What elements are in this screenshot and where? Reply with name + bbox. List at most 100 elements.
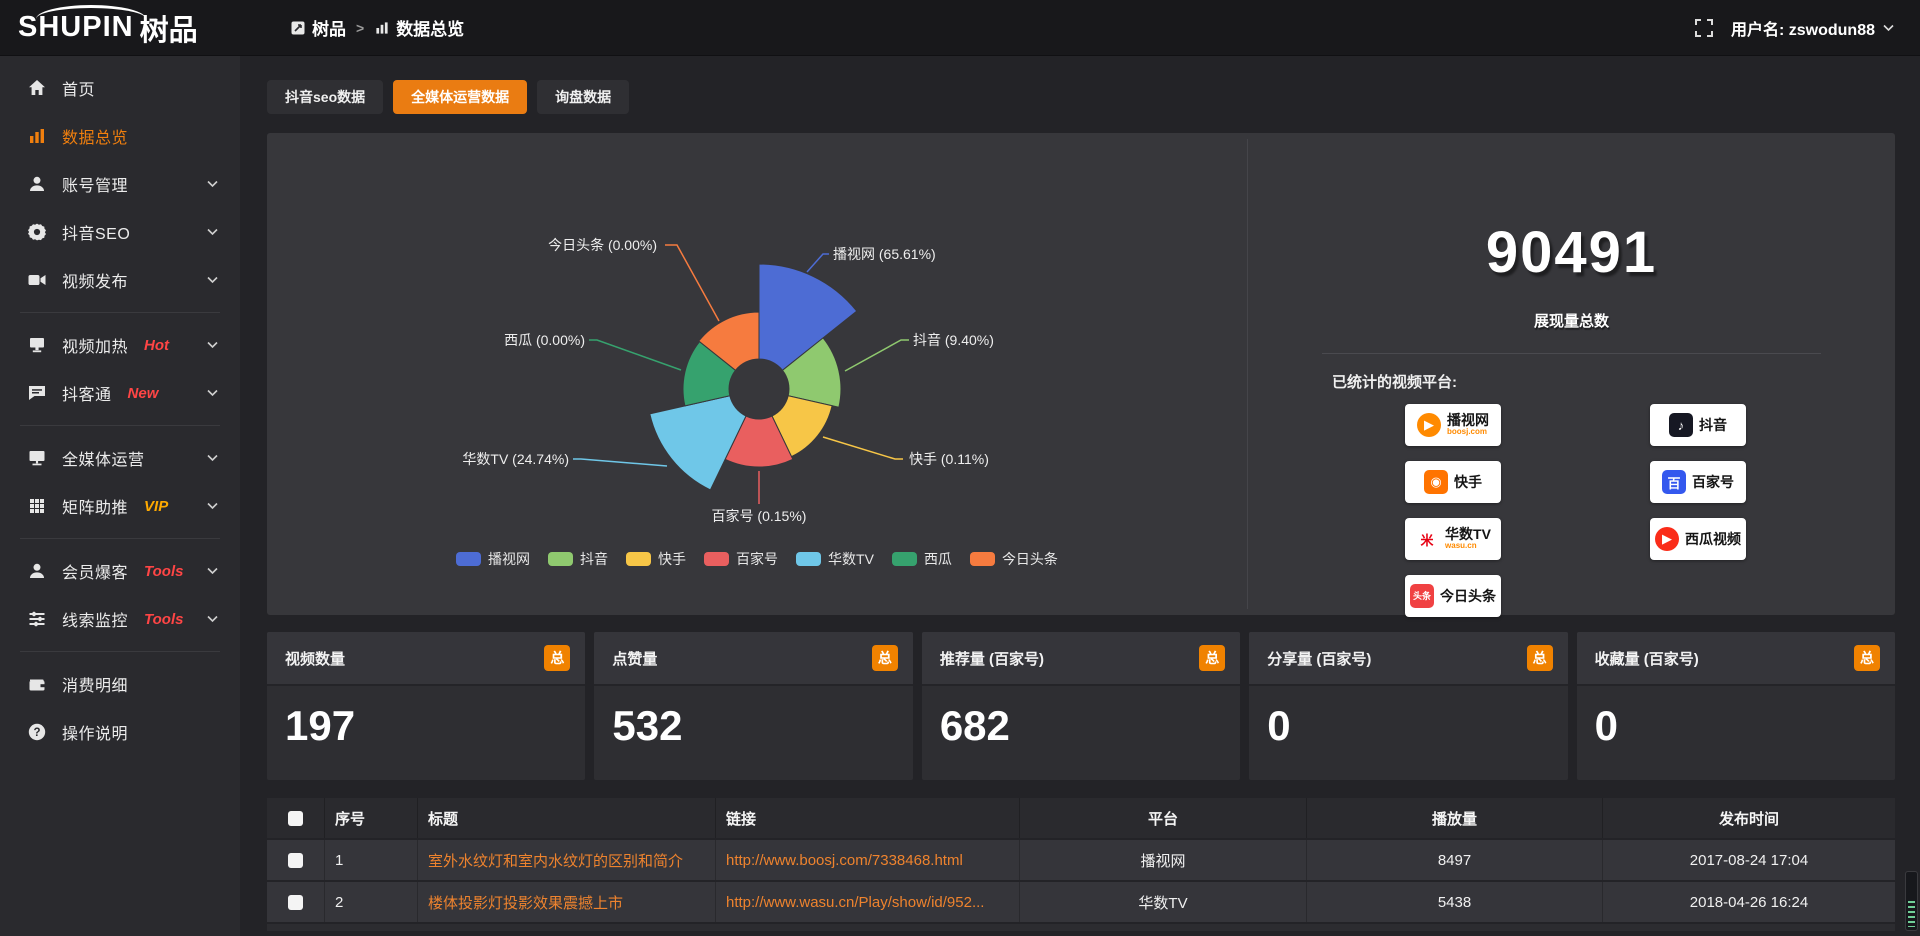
pie-slice-label: 百家号 (0.15%) xyxy=(712,508,807,524)
platform-sub-text: wasu.cn xyxy=(1445,541,1477,551)
legend-item-西瓜[interactable]: 西瓜 xyxy=(891,549,952,569)
sidebar-item-label: 会员爆客 xyxy=(62,565,129,582)
pie-slice-华数TV[interactable] xyxy=(649,395,747,491)
stat-card-点赞量: 点赞量 总 532 xyxy=(594,632,913,780)
tab-抖音seo数据[interactable]: 抖音seo数据 xyxy=(267,80,384,114)
user-menu[interactable]: 用户名: zswodun88 xyxy=(1731,16,1894,40)
gear-icon xyxy=(28,223,46,241)
legend-label: 今日头条 xyxy=(1001,551,1058,567)
row-checkbox[interactable] xyxy=(288,894,303,910)
sidebar-divider xyxy=(20,312,220,313)
pie-slice-label: 抖音 (9.40%) xyxy=(913,332,994,348)
row-checkbox[interactable] xyxy=(288,852,303,868)
stat-card-value: 532 xyxy=(612,702,683,749)
platforms-title: 已统计的视频平台: xyxy=(1332,374,1457,391)
sidebar-item-线索监控[interactable]: 线索监控 Tools xyxy=(0,595,240,643)
chevron-down-icon xyxy=(207,454,218,462)
platform-badge-快手: ◉ 快手 xyxy=(1405,461,1501,503)
cell-time: 2017-08-24 17:04 xyxy=(1602,840,1895,880)
stat-card-header: 分享量 (百家号) 总 xyxy=(1249,632,1568,686)
sidebar-item-矩阵助推[interactable]: 矩阵助推 VIP xyxy=(0,482,240,530)
video-url-link[interactable]: http://www.boosj.com/7338468.html xyxy=(726,851,963,869)
scrollbar[interactable] xyxy=(1905,871,1918,931)
pie-slice-抖音[interactable] xyxy=(781,337,842,408)
video-url-link[interactable]: http://www.wasu.cn/Play/show/id/952... xyxy=(726,893,985,911)
sidebar-item-label: 全媒体运营 xyxy=(62,452,145,469)
stat-card-label: 视频数量 xyxy=(285,650,346,668)
platform-name: 西瓜视频 xyxy=(1685,530,1741,547)
tab-全媒体运营数据[interactable]: 全媒体运营数据 xyxy=(393,80,528,114)
pie-slice-今日头条[interactable] xyxy=(698,311,760,372)
pie-slice-label: 西瓜 (0.00%) xyxy=(504,332,585,348)
total-badge: 总 xyxy=(1199,645,1226,671)
platform-badges: ▶ 播视网 boosj.com ◉ 快手米华数TV wasu.cn 头条 今日头条 ♪ 抖音百百家… xyxy=(1248,404,1895,617)
chevron-down-icon xyxy=(207,389,218,397)
header-platform: 平台 xyxy=(1019,798,1306,838)
sidebar-item-视频发布[interactable]: 视频发布 xyxy=(0,256,240,304)
cell-platform: 华数TV xyxy=(1019,882,1306,922)
legend-item-百家号[interactable]: 百家号 xyxy=(704,549,778,569)
fullscreen-icon[interactable] xyxy=(1694,19,1713,37)
stat-card-value: 0 xyxy=(1267,702,1291,749)
legend-item-播视网[interactable]: 播视网 xyxy=(456,549,530,569)
video-title-link[interactable]: 楼体投影灯投影效果震撼上市 xyxy=(428,894,624,912)
legend-swatch xyxy=(704,552,730,566)
pie-label-line xyxy=(573,458,668,467)
sidebar-item-会员爆客[interactable]: 会员爆客 Tools xyxy=(0,547,240,595)
legend-label: 西瓜 xyxy=(923,551,952,567)
sidebar-item-全媒体运营[interactable]: 全媒体运营 xyxy=(0,434,240,482)
total-impressions-value: 90491 xyxy=(1485,220,1658,285)
sidebar-item-label: 数据总览 xyxy=(62,130,129,147)
cell-time: 2018-04-26 16:24 xyxy=(1602,882,1895,922)
sidebar-divider xyxy=(20,538,220,539)
legend-item-抖音[interactable]: 抖音 xyxy=(548,549,608,569)
chevron-down-icon xyxy=(207,615,218,623)
sidebar-item-tag: VIP xyxy=(144,497,169,515)
breadcrumb: 树品 > 数据总览 xyxy=(290,15,464,40)
chevron-down-icon xyxy=(207,341,218,349)
sidebar-item-label: 视频发布 xyxy=(62,274,129,291)
sidebar-item-数据总览[interactable]: 数据总览 xyxy=(0,112,240,160)
sidebar-item-首页[interactable]: 首页 xyxy=(0,64,240,112)
pie-label-line xyxy=(844,339,909,372)
platform-badge-西瓜视频: ▶ 西瓜视频 xyxy=(1650,518,1746,560)
svg-text:?: ? xyxy=(33,727,40,739)
legend-label: 抖音 xyxy=(580,551,609,567)
platform-name: 快手 xyxy=(1454,473,1482,490)
sidebar-item-消费明细[interactable]: 消费明细 xyxy=(0,660,240,708)
sidebar-divider xyxy=(20,425,220,426)
sidebar-item-label: 抖音SEO xyxy=(62,226,131,243)
header-no: 序号 xyxy=(324,798,417,838)
sidebar-item-抖客通[interactable]: 抖客通 New xyxy=(0,369,240,417)
chevron-down-icon xyxy=(207,180,218,188)
breadcrumb-current[interactable]: 数据总览 xyxy=(374,15,464,40)
sidebar-item-账号管理[interactable]: 账号管理 xyxy=(0,160,240,208)
pie-slice-播视网[interactable] xyxy=(758,263,858,372)
video-title-link[interactable]: 室外水纹灯和室内水纹灯的区别和简介 xyxy=(428,852,684,870)
select-all-checkbox[interactable] xyxy=(288,810,303,826)
tab-询盘数据[interactable]: 询盘数据 xyxy=(537,80,630,114)
legend-item-今日头条[interactable]: 今日头条 xyxy=(969,549,1058,569)
sidebar-item-抖音SEO[interactable]: 抖音SEO xyxy=(0,208,240,256)
pie-slice-西瓜[interactable] xyxy=(682,340,737,407)
summary-divider xyxy=(1322,353,1821,354)
legend-item-快手[interactable]: 快手 xyxy=(626,549,686,569)
sidebar-item-tag: Hot xyxy=(144,336,170,354)
user-icon xyxy=(30,176,44,191)
legend-swatch xyxy=(891,552,917,566)
scrollbar-marks xyxy=(1908,901,1915,927)
panel-divider xyxy=(1247,139,1248,609)
sidebar-item-视频加热[interactable]: 视频加热 Hot xyxy=(0,321,240,369)
breadcrumb-home[interactable]: 树品 xyxy=(290,15,346,40)
header-title: 标题 xyxy=(417,798,715,838)
pie-slice-快手[interactable] xyxy=(771,395,833,458)
platform-name: 抖音 xyxy=(1699,416,1727,433)
platform-name: 百家号 xyxy=(1692,473,1734,490)
platform-column: ▶ 播视网 boosj.com ◉ 快手米华数TV wasu.cn 头条 今日头条 xyxy=(1405,404,1501,617)
kuaishou-logo: ◉ xyxy=(1424,470,1448,494)
platform-badge-抖音: ♪ 抖音 xyxy=(1650,404,1746,446)
legend-item-华数TV[interactable]: 华数TV xyxy=(796,549,874,569)
pie-slice-百家号[interactable] xyxy=(724,415,794,468)
wasu-logo: 米 xyxy=(1415,527,1440,551)
sidebar-item-操作说明[interactable]: ? 操作说明 xyxy=(0,708,240,756)
